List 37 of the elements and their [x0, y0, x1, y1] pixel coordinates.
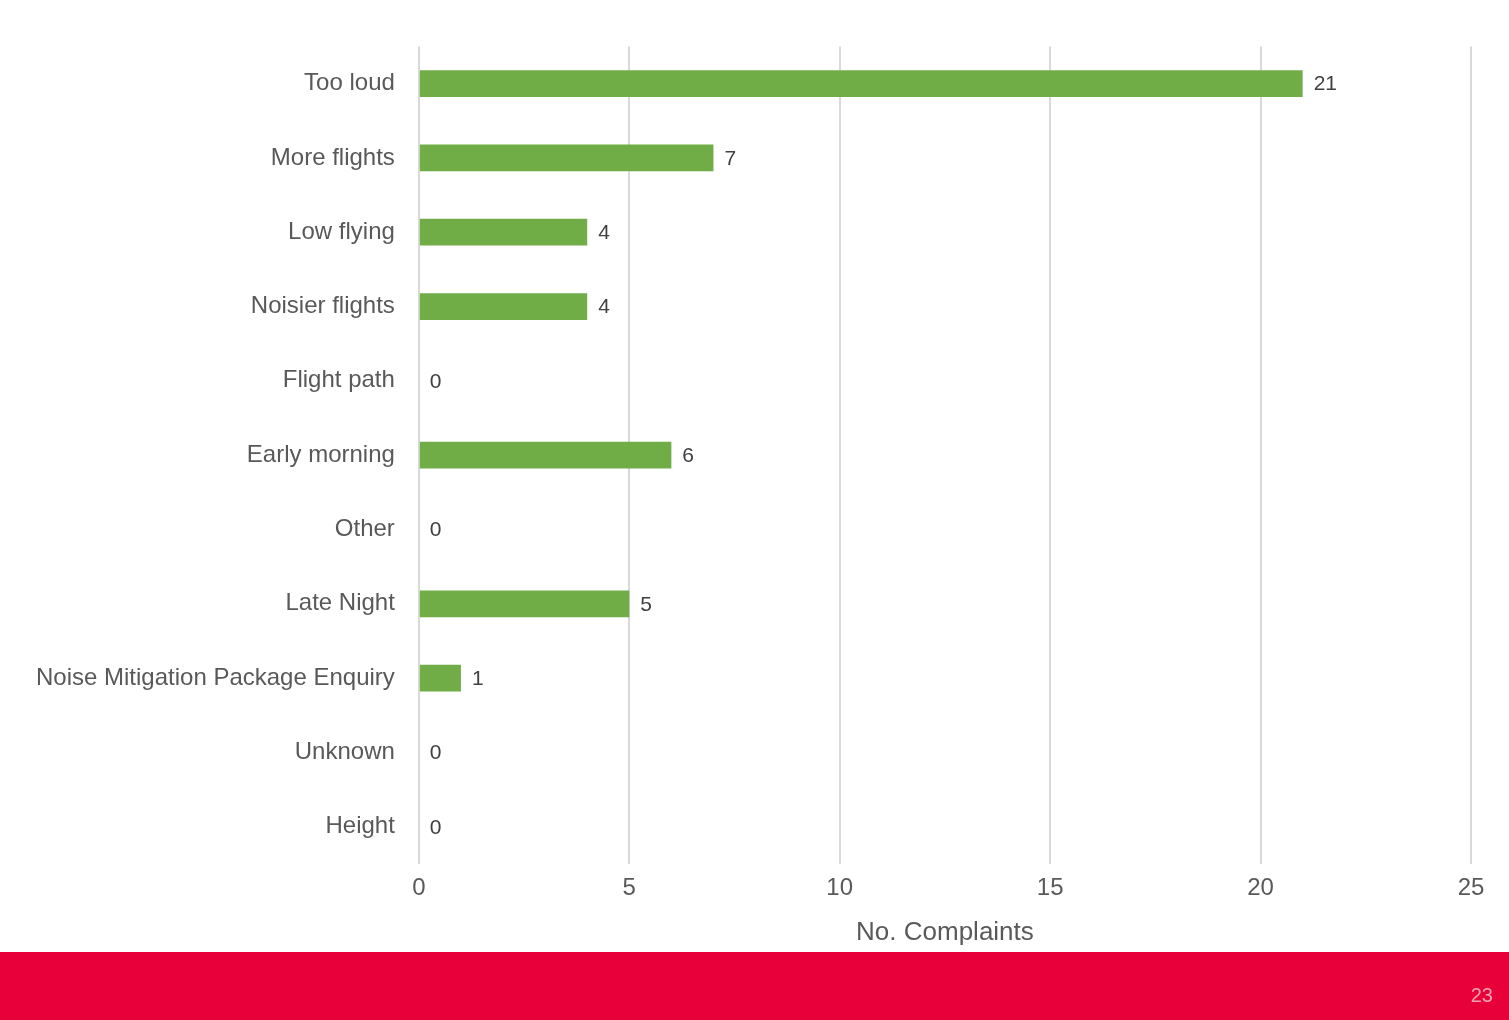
data-label: 21 — [1313, 71, 1338, 95]
data-label: 6 — [682, 443, 695, 466]
bar — [419, 590, 630, 618]
bar — [419, 218, 588, 246]
data-label: 4 — [598, 220, 611, 244]
bar — [419, 664, 461, 692]
bar — [419, 144, 714, 172]
text: 23 — [1470, 984, 1493, 1007]
y-tick-label: Late Night — [285, 588, 396, 616]
data-label: 7 — [724, 145, 737, 169]
y-tick-label: Height — [325, 811, 396, 839]
y-tick-label: Other — [334, 514, 395, 542]
y-tick-label: Noise Mitigation Package Enquiry — [35, 662, 395, 690]
data-label: 1 — [471, 665, 484, 689]
x-tick-label: 15 — [1036, 873, 1064, 901]
x-tick-label: 10 — [826, 873, 854, 901]
data-label: 0 — [429, 517, 442, 541]
data-label: 0 — [429, 740, 442, 764]
data-label: 5 — [640, 591, 652, 615]
x-tick-label: 25 — [1457, 873, 1485, 901]
y-tick-label: Unknown — [294, 737, 395, 765]
y-tick-label: Too loud — [304, 68, 395, 96]
data-label: 0 — [429, 368, 442, 392]
x-axis-title: No. Complaints — [856, 915, 1034, 946]
x-tick-label: 0 — [412, 873, 426, 901]
y-tick-label: Low flying — [288, 216, 395, 244]
bar — [419, 70, 1303, 97]
y-tick-label: Noisier flights — [250, 291, 395, 319]
y-tick-label: Early morning — [246, 439, 395, 467]
x-tick-label: 5 — [622, 873, 636, 901]
bar — [419, 441, 672, 469]
data-label: 4 — [598, 294, 611, 318]
y-tick-label: More flights — [270, 142, 395, 170]
data-label: 0 — [429, 814, 442, 838]
bar — [419, 293, 588, 320]
x-tick-label: 20 — [1247, 873, 1274, 901]
y-tick-label: Flight path — [282, 365, 395, 393]
